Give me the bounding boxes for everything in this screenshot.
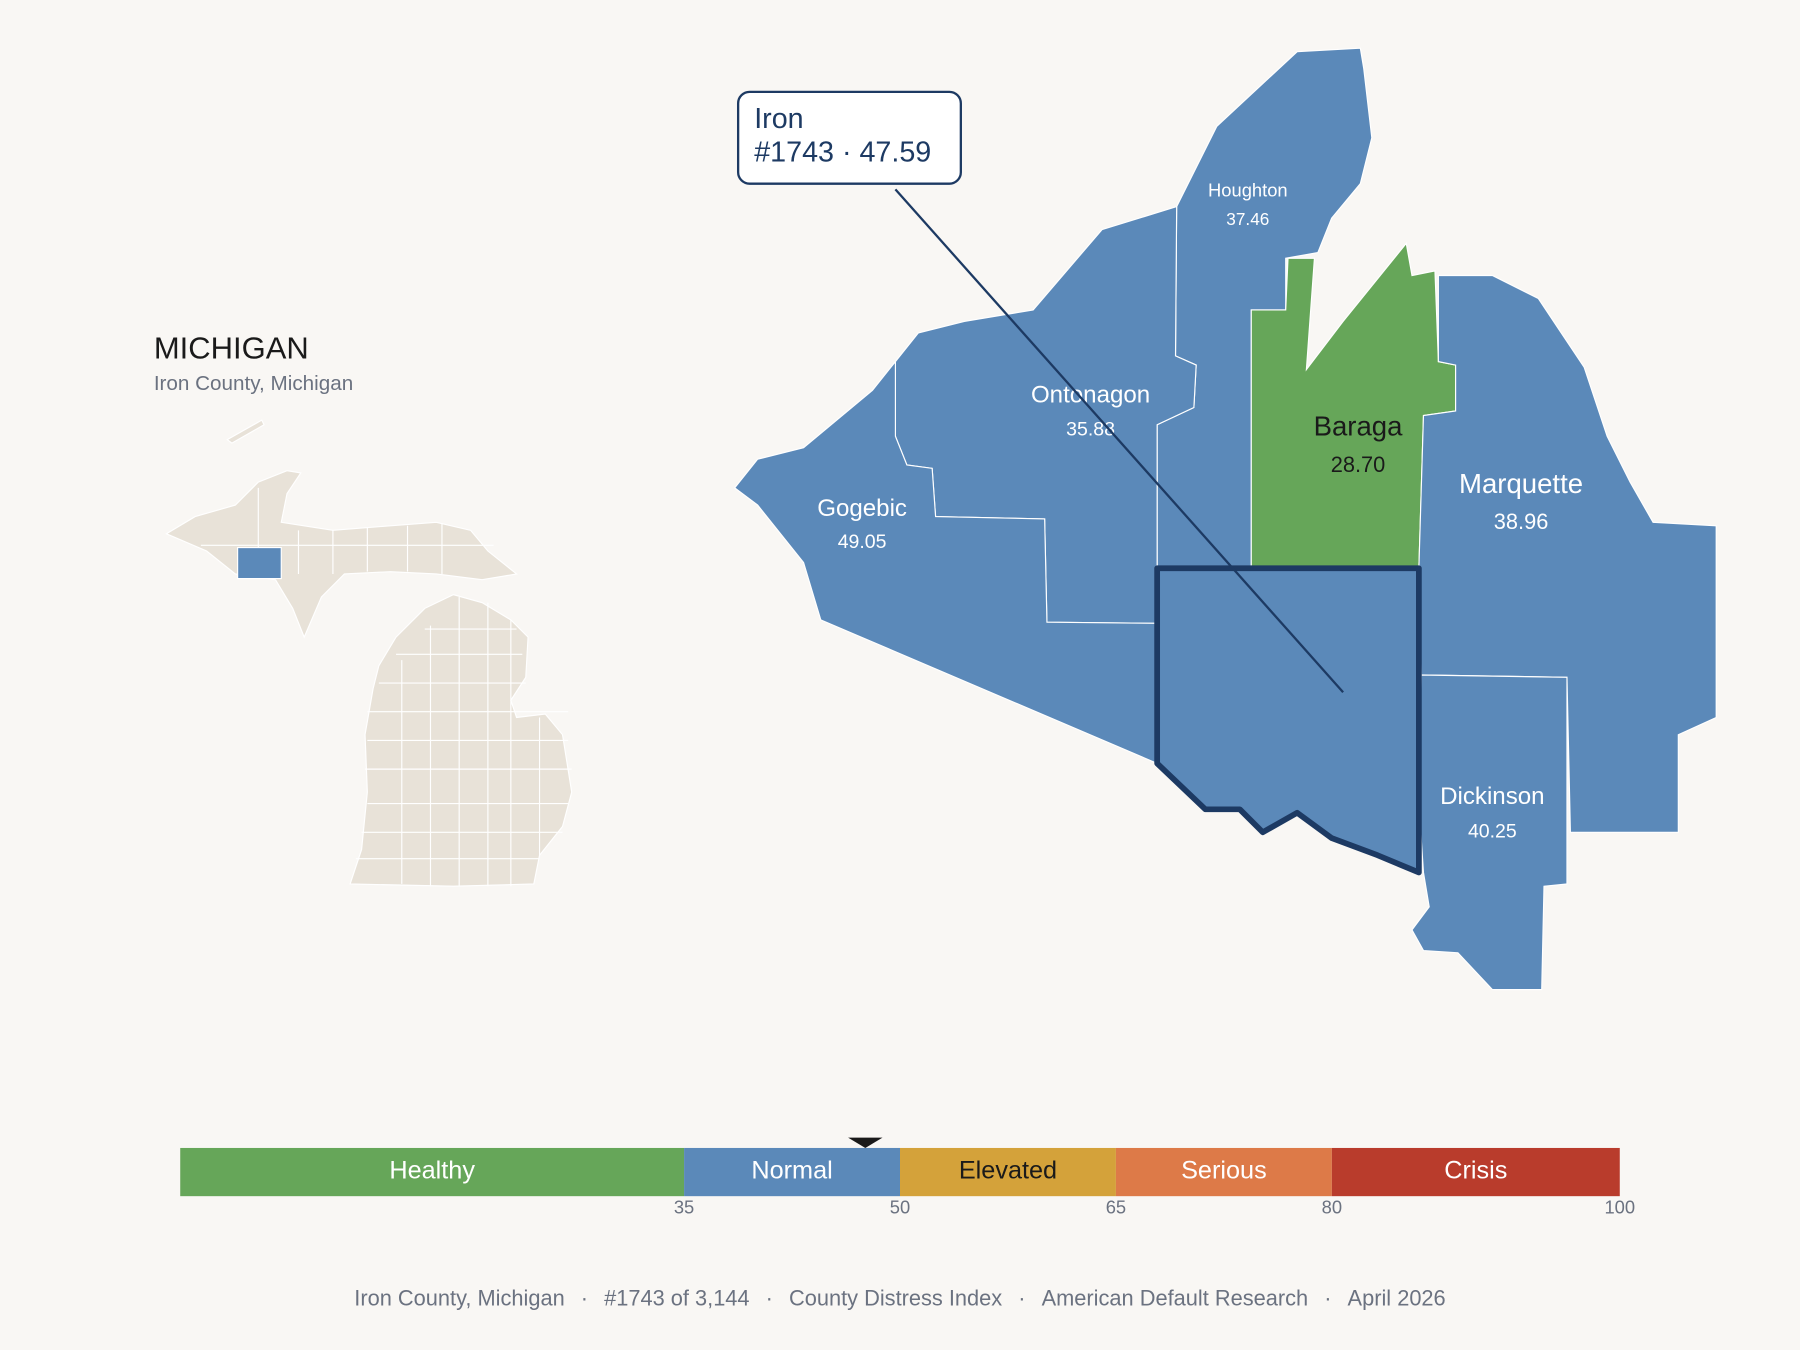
county-score: 49.05 bbox=[838, 531, 887, 553]
county-score: 40.25 bbox=[1468, 820, 1517, 842]
isle-royale bbox=[226, 419, 265, 444]
footer-item: County Distress Index bbox=[789, 1285, 1002, 1310]
scale-band bbox=[180, 1147, 685, 1197]
callout-box bbox=[736, 90, 962, 185]
callout-detail: #1743 · 47.59 bbox=[754, 136, 931, 168]
scale-tick-label: 35 bbox=[674, 1197, 694, 1218]
state-title: MICHIGAN bbox=[154, 330, 309, 365]
county-name: Baraga bbox=[1314, 410, 1404, 441]
county-name: Gogebic bbox=[817, 495, 907, 522]
county-shape bbox=[1418, 274, 1717, 833]
county-name: Dickinson bbox=[1440, 783, 1544, 810]
county-name: Marquette bbox=[1459, 468, 1583, 499]
footer: Iron County, Michigan · #1743 of 3,144 · Cou… bbox=[354, 1285, 1445, 1310]
scale-tick-label: 100 bbox=[1604, 1197, 1635, 1218]
footer-separator: · bbox=[766, 1285, 773, 1310]
county-score: 38.96 bbox=[1494, 509, 1549, 534]
scale-band bbox=[1331, 1147, 1620, 1197]
locator-map bbox=[165, 419, 573, 887]
footer-item: #1743 of 3,144 bbox=[604, 1285, 749, 1310]
footer-separator: · bbox=[581, 1285, 588, 1310]
subtitle: Iron County, Michigan bbox=[154, 372, 353, 395]
footer-item: Iron County, Michigan bbox=[354, 1285, 564, 1310]
county-lines bbox=[200, 487, 572, 887]
county-grid bbox=[200, 487, 572, 887]
iron-county-highlight bbox=[237, 547, 282, 580]
upper-peninsula bbox=[165, 470, 518, 639]
county-name: Ontonagon bbox=[1031, 381, 1150, 408]
callout-leader bbox=[894, 188, 1344, 693]
scale-band-label: Crisis bbox=[1444, 1157, 1507, 1185]
scale-band-label: Normal bbox=[751, 1157, 832, 1185]
footer-item: American Default Research bbox=[1042, 1285, 1309, 1310]
iron-county bbox=[1154, 565, 1422, 876]
county-shape bbox=[733, 359, 1158, 765]
county-name: Houghton bbox=[1208, 180, 1288, 201]
footer-separator: · bbox=[1018, 1285, 1025, 1310]
scale-tick-label: 50 bbox=[890, 1197, 910, 1218]
county-score: 37.46 bbox=[1226, 209, 1269, 229]
county-score: 28.70 bbox=[1331, 452, 1386, 477]
county-shape bbox=[1411, 674, 1568, 991]
scale-band bbox=[1115, 1147, 1332, 1197]
footer-separator: · bbox=[1324, 1285, 1331, 1310]
scale-band bbox=[900, 1147, 1116, 1197]
regional-map bbox=[733, 47, 1717, 991]
county-labels: Houghton 37.46 Ontonagon 35.88 Gogebic 4… bbox=[817, 180, 1583, 843]
footer-item: April 2026 bbox=[1348, 1285, 1446, 1310]
scale-tick-label: 80 bbox=[1322, 1197, 1342, 1218]
scale-band bbox=[684, 1147, 900, 1197]
county-score: 35.88 bbox=[1066, 419, 1115, 441]
scale-band-label: Healthy bbox=[389, 1157, 475, 1185]
scale-tick-label: 65 bbox=[1106, 1197, 1126, 1218]
distress-scale: Healthy Normal Elevated Serious Crisis 35 50 65… bbox=[180, 1137, 1635, 1218]
scale-band-label: Serious bbox=[1181, 1157, 1267, 1185]
callout-name: Iron bbox=[754, 103, 803, 135]
scale-band-label: Elevated bbox=[959, 1157, 1057, 1185]
scale-marker bbox=[848, 1137, 883, 1148]
